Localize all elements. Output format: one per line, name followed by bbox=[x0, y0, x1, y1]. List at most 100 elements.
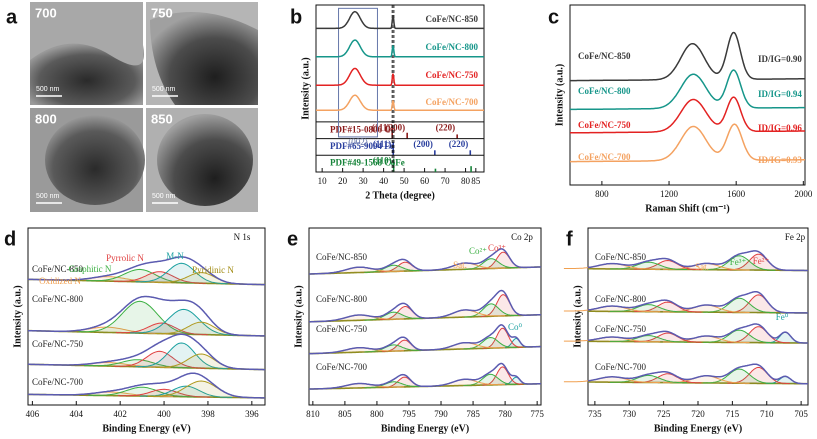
ratio-label: ID/IG=0.90 bbox=[758, 54, 802, 64]
fit-component bbox=[83, 359, 192, 369]
fit-component bbox=[464, 303, 518, 318]
peak-annotation: Fe 2p bbox=[785, 232, 806, 242]
x-tick-label: 800 bbox=[370, 409, 384, 419]
peak-annotation: N 1s bbox=[234, 232, 251, 242]
reflection-label: (220) bbox=[436, 122, 456, 132]
x-tick-label: 20 bbox=[338, 176, 348, 186]
series-label: CoFe/NC-850 bbox=[578, 51, 631, 61]
fit-component bbox=[610, 261, 687, 270]
x-tick-label: 775 bbox=[530, 409, 544, 419]
scale-label: 500 nm bbox=[152, 193, 176, 200]
plot-frame bbox=[315, 4, 485, 173]
series-label: CoFe/NC-850 bbox=[426, 14, 479, 24]
x-tick-label: 60 bbox=[420, 176, 430, 186]
reflection-label: (200) bbox=[413, 139, 433, 149]
x-tick-label: 780 bbox=[498, 409, 512, 419]
fit-component bbox=[115, 322, 208, 336]
fit-component bbox=[463, 373, 518, 386]
spectrum-line bbox=[316, 67, 484, 86]
peak-annotation: M-N bbox=[166, 251, 184, 261]
envelope-line bbox=[587, 323, 808, 344]
fit-component bbox=[118, 388, 211, 398]
series-label: CoFe/NC-750 bbox=[426, 70, 479, 80]
image-label: 850 bbox=[151, 111, 173, 126]
peak-annotation: Sat. bbox=[695, 262, 709, 272]
y-axis-label: Intensity (a.u.) bbox=[572, 285, 583, 348]
series-label: CoFe/NC-800 bbox=[316, 294, 368, 304]
x-tick-label: 10 bbox=[318, 176, 328, 186]
fit-component bbox=[610, 374, 687, 384]
x-tick-label: 705 bbox=[794, 409, 808, 419]
series-label: CoFe/NC-850 bbox=[595, 252, 647, 262]
tem-particle bbox=[157, 114, 253, 206]
peak-annotation: Co²⁺ bbox=[469, 246, 487, 256]
fit-component bbox=[135, 342, 228, 370]
x-tick-label: 790 bbox=[434, 409, 448, 419]
fit-component bbox=[610, 304, 687, 313]
x-axis-label: Binding Energy (eV) bbox=[654, 423, 742, 434]
series-label: CoFe/NC-700 bbox=[595, 362, 647, 372]
tem-panel: a 700 750 800 850 500 nm 500 nm 500 nm 5… bbox=[6, 2, 258, 212]
peak-annotation: Pyridinic N bbox=[192, 265, 234, 275]
x-tick-label: 710 bbox=[760, 409, 774, 419]
spectrum-line bbox=[316, 39, 484, 58]
fit-component bbox=[86, 268, 194, 284]
fit-component bbox=[113, 350, 206, 369]
fit-component bbox=[727, 366, 790, 385]
fit-component bbox=[482, 366, 523, 386]
panel-letter: e bbox=[287, 228, 298, 250]
peak-annotation: Graphitic N bbox=[69, 264, 112, 274]
spectrum-line bbox=[316, 10, 484, 30]
envelope-line bbox=[27, 256, 265, 286]
x-tick-label: 396 bbox=[245, 409, 259, 419]
image-label: 800 bbox=[35, 111, 57, 126]
peak-annotation: Co³⁺ bbox=[488, 243, 506, 253]
x-tick-label: 735 bbox=[588, 409, 602, 419]
x-tick-label: 70 bbox=[441, 176, 451, 186]
spectrum-line bbox=[570, 69, 805, 111]
x-tick-label: 725 bbox=[657, 409, 671, 419]
box-label: (002) bbox=[348, 137, 368, 147]
series-label: CoFe/NC-700 bbox=[316, 362, 368, 372]
reflection-label: (110) bbox=[373, 156, 392, 166]
fit-component bbox=[727, 326, 790, 344]
tem-particle bbox=[30, 43, 145, 105]
series-label: CoFe/NC-700 bbox=[426, 97, 479, 107]
x-tick-label: 404 bbox=[70, 409, 84, 419]
peak-annotation: Co 2p bbox=[511, 232, 533, 242]
x-axis-label: Binding Energy (eV) bbox=[381, 423, 469, 434]
x-tick-label: 398 bbox=[201, 409, 215, 419]
x-tick-label: 85 bbox=[471, 176, 481, 186]
x-tick-label: 730 bbox=[623, 409, 637, 419]
scale-label: 500 nm bbox=[152, 86, 176, 93]
fit-component bbox=[482, 327, 523, 349]
peak-annotation: Fe³⁺ bbox=[730, 257, 747, 267]
x-tick-label: 402 bbox=[113, 409, 127, 419]
envelope-line bbox=[309, 248, 542, 275]
series-label: CoFe/NC-800 bbox=[578, 86, 631, 96]
peak-annotation: Fe⁰ bbox=[776, 312, 789, 322]
reference-name: PDF#15-0806 Co bbox=[330, 124, 396, 134]
ratio-label: ID/IG=0.94 bbox=[758, 89, 802, 99]
peak-annotation: Pyrrolic N bbox=[106, 253, 144, 263]
envelope-line bbox=[28, 372, 265, 399]
x-tick-label: 80 bbox=[461, 176, 471, 186]
peak-annotation: Oxidized N bbox=[39, 276, 81, 286]
fit-component bbox=[135, 262, 228, 285]
fit-component bbox=[130, 308, 238, 336]
panel-letter: d bbox=[4, 228, 16, 250]
scale-label: 500 nm bbox=[36, 86, 60, 93]
fit-component bbox=[703, 255, 776, 271]
x-tick-label: 30 bbox=[359, 176, 369, 186]
y-axis-label: Intensity (a.u.) bbox=[12, 285, 23, 348]
y-axis-label: Intensity (a.u.) bbox=[300, 57, 311, 120]
reference-name: PDF#49-1568 CoFe bbox=[330, 158, 405, 168]
series-label: CoFe/NC-750 bbox=[316, 324, 368, 334]
fit-component bbox=[464, 258, 518, 270]
fit-component bbox=[88, 386, 196, 398]
envelope-line bbox=[308, 362, 541, 390]
envelope-line bbox=[28, 295, 266, 337]
x-tick-label: 785 bbox=[466, 409, 480, 419]
spectrum-line bbox=[570, 31, 805, 82]
x-tick-label: 1600 bbox=[727, 189, 746, 199]
